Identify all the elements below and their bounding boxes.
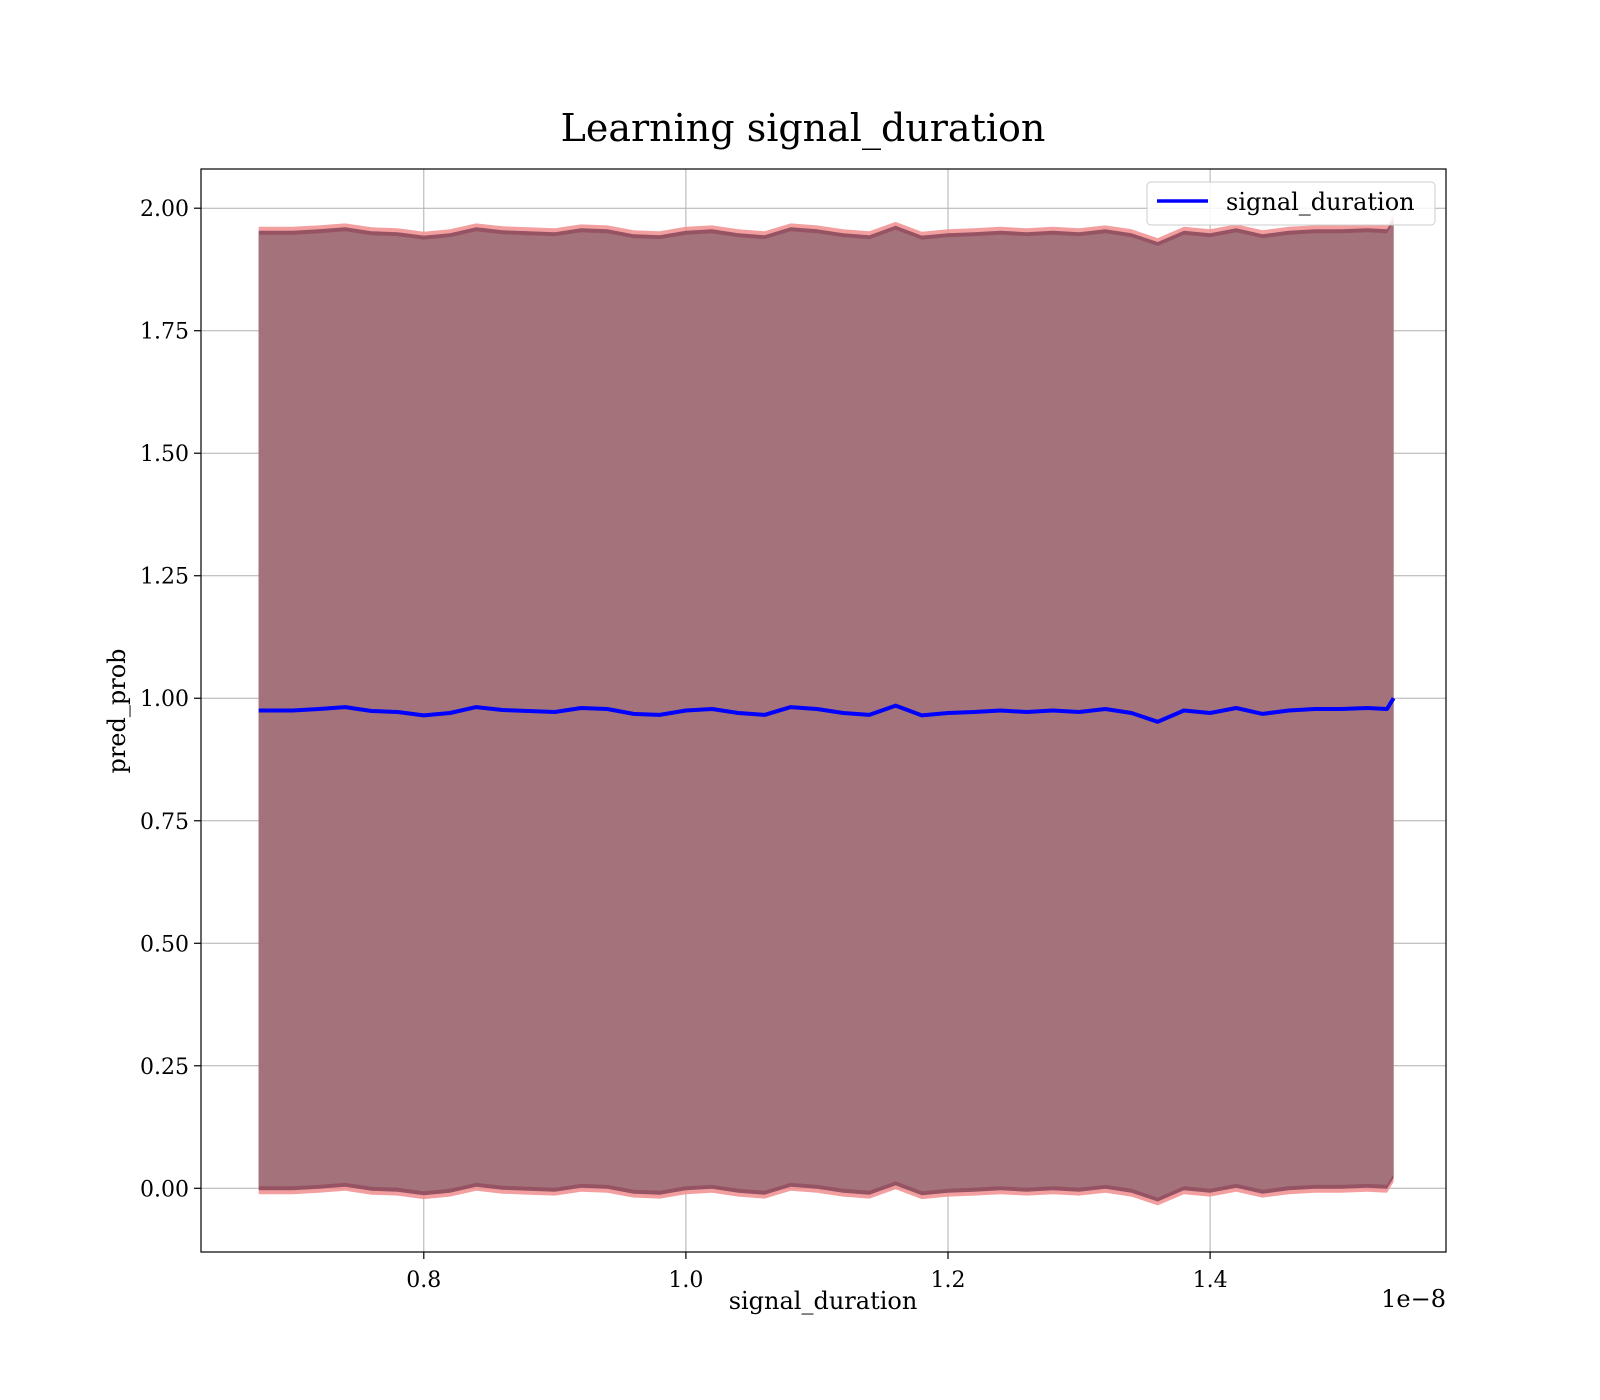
x-offset-label: 1e−8 xyxy=(1381,1285,1446,1313)
y-tick-label: 1.25 xyxy=(140,565,189,590)
plot-frame xyxy=(200,168,1447,1253)
y-tick-label: 0.25 xyxy=(140,1055,189,1080)
y-tick-label: 1.75 xyxy=(140,320,189,345)
chart-title: Learning signal_duration xyxy=(561,106,1046,151)
x-tick-label: 0.8 xyxy=(406,1268,441,1293)
y-tick-label: 0.50 xyxy=(140,932,189,957)
legend-entry-signal-duration: signal_duration xyxy=(1226,188,1415,216)
series-line-signal-duration xyxy=(258,697,1396,724)
x-tick-label: 1.2 xyxy=(931,1268,966,1293)
y-tick-label: 1.00 xyxy=(140,687,189,712)
y-tick-label: 0.00 xyxy=(140,1177,189,1202)
x-tick-label: 1.0 xyxy=(668,1268,703,1293)
x-tick-label: 1.4 xyxy=(1193,1268,1228,1293)
legend-box xyxy=(1146,181,1436,226)
legend: signal_duration xyxy=(1146,181,1436,226)
y-tick-label: 2.00 xyxy=(140,197,189,222)
y-tick-label: 0.75 xyxy=(140,810,189,835)
y-tick-label: 1.50 xyxy=(140,442,189,467)
x-axis-label: signal_duration xyxy=(729,1287,918,1315)
y-axis: 0.00 0.25 0.50 0.75 1.00 1.25 1.50 1.75 2.00 xyxy=(140,197,201,1202)
y-axis-label: pred_prob xyxy=(103,648,131,773)
x-axis: 0.8 1.0 1.2 1.4 xyxy=(406,1252,1228,1293)
series-lines xyxy=(258,697,1396,724)
